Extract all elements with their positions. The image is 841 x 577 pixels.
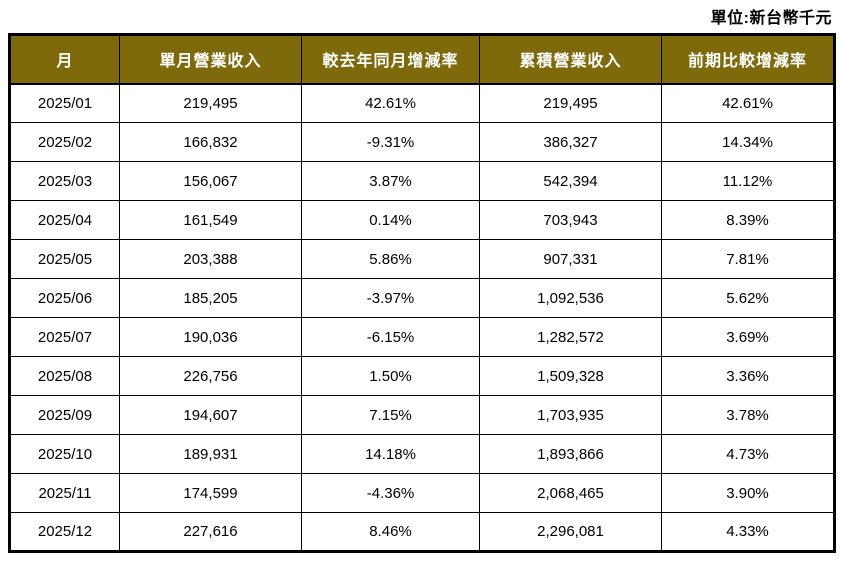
table-row: 2025/02 166,832 -9.31% 386,327 14.34%	[9, 122, 835, 162]
cell-month: 2025/08	[9, 356, 120, 396]
table-row: 2025/09 194,607 7.15% 1,703,935 3.78%	[9, 395, 835, 435]
cell-month: 2025/11	[9, 473, 120, 513]
cell-cumulative-revenue: 1,092,536	[479, 278, 662, 318]
cell-yoy-change: -4.36%	[301, 473, 480, 513]
cell-cumulative-revenue: 907,331	[479, 239, 662, 279]
cell-monthly-revenue: 189,931	[119, 434, 302, 474]
cell-yoy-change: 7.15%	[301, 395, 480, 435]
cell-monthly-revenue: 219,495	[119, 83, 302, 123]
cell-yoy-change: 1.50%	[301, 356, 480, 396]
cell-cumulative-revenue: 1,703,935	[479, 395, 662, 435]
cell-monthly-revenue: 190,036	[119, 317, 302, 357]
cell-month: 2025/02	[9, 122, 120, 162]
cell-cumulative-revenue: 219,495	[479, 83, 662, 123]
header-month: 月	[9, 34, 120, 85]
cell-yoy-change: 0.14%	[301, 200, 480, 240]
table-row: 2025/06 185,205 -3.97% 1,092,536 5.62%	[9, 278, 835, 318]
cell-yoy-change: 5.86%	[301, 239, 480, 279]
cell-cumulative-revenue: 2,068,465	[479, 473, 662, 513]
header-monthly-revenue: 單月營業收入	[119, 34, 302, 85]
cell-monthly-revenue: 185,205	[119, 278, 302, 318]
cell-monthly-revenue: 156,067	[119, 161, 302, 201]
cell-month: 2025/03	[9, 161, 120, 201]
table-row: 2025/04 161,549 0.14% 703,943 8.39%	[9, 200, 835, 240]
cell-yoy-change: 14.18%	[301, 434, 480, 474]
table-row: 2025/10 189,931 14.18% 1,893,866 4.73%	[9, 434, 835, 474]
cell-cumulative-change: 3.69%	[661, 317, 835, 357]
cell-cumulative-revenue: 1,282,572	[479, 317, 662, 357]
cell-cumulative-revenue: 1,893,866	[479, 434, 662, 474]
cell-month: 2025/01	[9, 83, 120, 123]
cell-yoy-change: 8.46%	[301, 512, 480, 552]
cell-cumulative-change: 3.36%	[661, 356, 835, 396]
cell-month: 2025/10	[9, 434, 120, 474]
table-body: 2025/01 219,495 42.61% 219,495 42.61% 20…	[9, 83, 835, 552]
table-row: 2025/03 156,067 3.87% 542,394 11.12%	[9, 161, 835, 201]
cell-cumulative-change: 4.33%	[661, 512, 835, 552]
unit-label: 單位:新台幣千元	[710, 10, 832, 27]
cell-cumulative-change: 7.81%	[661, 239, 835, 279]
cell-month: 2025/12	[9, 512, 120, 552]
table-row: 2025/12 227,616 8.46% 2,296,081 4.33%	[9, 512, 835, 552]
cell-month: 2025/06	[9, 278, 120, 318]
header-cumulative-revenue: 累積營業收入	[479, 34, 662, 85]
cell-monthly-revenue: 194,607	[119, 395, 302, 435]
cell-cumulative-revenue: 542,394	[479, 161, 662, 201]
cell-monthly-revenue: 166,832	[119, 122, 302, 162]
cell-yoy-change: -3.97%	[301, 278, 480, 318]
cell-monthly-revenue: 227,616	[119, 512, 302, 552]
header-row: 月 單月營業收入 較去年同月增減率 累積營業收入 前期比較增減率	[9, 34, 835, 85]
cell-month: 2025/04	[9, 200, 120, 240]
cell-cumulative-revenue: 2,296,081	[479, 512, 662, 552]
cell-month: 2025/09	[9, 395, 120, 435]
cell-monthly-revenue: 161,549	[119, 200, 302, 240]
cell-cumulative-change: 4.73%	[661, 434, 835, 474]
cell-cumulative-change: 3.90%	[661, 473, 835, 513]
table-row: 2025/08 226,756 1.50% 1,509,328 3.36%	[9, 356, 835, 396]
table-row: 2025/11 174,599 -4.36% 2,068,465 3.90%	[9, 473, 835, 513]
cell-cumulative-change: 11.12%	[661, 161, 835, 201]
cell-month: 2025/05	[9, 239, 120, 279]
cell-month: 2025/07	[9, 317, 120, 357]
header-cumulative-change: 前期比較增減率	[661, 34, 835, 85]
cell-cumulative-change: 8.39%	[661, 200, 835, 240]
cell-cumulative-change: 3.78%	[661, 395, 835, 435]
cell-monthly-revenue: 226,756	[119, 356, 302, 396]
cell-cumulative-change: 14.34%	[661, 122, 835, 162]
table-row: 2025/01 219,495 42.61% 219,495 42.61%	[9, 83, 835, 123]
table-row: 2025/07 190,036 -6.15% 1,282,572 3.69%	[9, 317, 835, 357]
table-row: 2025/05 203,388 5.86% 907,331 7.81%	[9, 239, 835, 279]
cell-monthly-revenue: 203,388	[119, 239, 302, 279]
cell-monthly-revenue: 174,599	[119, 473, 302, 513]
cell-cumulative-revenue: 703,943	[479, 200, 662, 240]
cell-cumulative-revenue: 386,327	[479, 122, 662, 162]
cell-cumulative-change: 42.61%	[661, 83, 835, 123]
header-yoy-change: 較去年同月增減率	[301, 34, 480, 85]
monthly-revenue-table: 月 單月營業收入 較去年同月增減率 累積營業收入 前期比較增減率 2025/01…	[8, 33, 836, 553]
cell-yoy-change: -6.15%	[301, 317, 480, 357]
cell-cumulative-change: 5.62%	[661, 278, 835, 318]
cell-yoy-change: -9.31%	[301, 122, 480, 162]
cell-yoy-change: 42.61%	[301, 83, 480, 123]
cell-cumulative-revenue: 1,509,328	[479, 356, 662, 396]
cell-yoy-change: 3.87%	[301, 161, 480, 201]
